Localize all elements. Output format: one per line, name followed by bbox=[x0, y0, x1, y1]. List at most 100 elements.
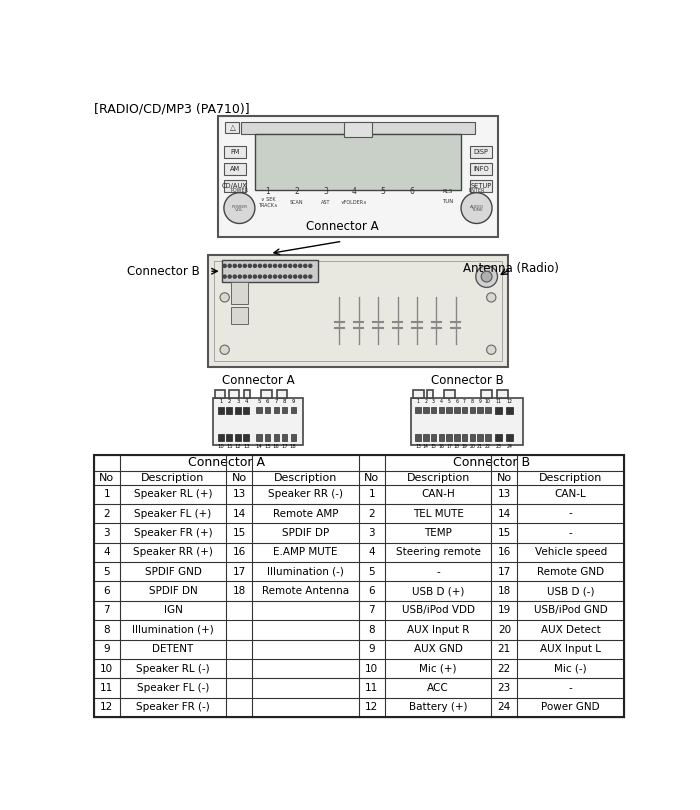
Text: 9: 9 bbox=[104, 644, 110, 654]
Text: No: No bbox=[232, 472, 247, 483]
Bar bbox=[215, 390, 225, 398]
Text: TEMP: TEMP bbox=[424, 528, 452, 538]
Bar bbox=[256, 407, 262, 413]
Text: 2: 2 bbox=[368, 509, 375, 518]
Text: POWER: POWER bbox=[231, 205, 248, 208]
Circle shape bbox=[258, 275, 262, 278]
Text: 12: 12 bbox=[100, 702, 113, 712]
Bar bbox=[218, 433, 224, 441]
Text: 16: 16 bbox=[232, 548, 246, 557]
Bar bbox=[423, 407, 428, 413]
Bar bbox=[256, 434, 262, 441]
Text: Description: Description bbox=[274, 472, 337, 483]
Text: 1: 1 bbox=[368, 489, 375, 499]
Text: 4: 4 bbox=[104, 548, 110, 557]
Text: 1: 1 bbox=[104, 489, 110, 499]
Text: 16: 16 bbox=[273, 444, 279, 449]
Bar bbox=[265, 434, 270, 441]
Text: -: - bbox=[436, 567, 440, 577]
Text: Connector A: Connector A bbox=[306, 220, 379, 233]
Circle shape bbox=[233, 264, 237, 267]
Bar bbox=[255, 134, 461, 190]
Text: 2: 2 bbox=[295, 187, 299, 196]
Bar bbox=[423, 434, 428, 441]
Circle shape bbox=[274, 264, 276, 267]
Bar bbox=[470, 407, 475, 413]
Circle shape bbox=[269, 275, 272, 278]
Text: USB D (-): USB D (-) bbox=[547, 586, 594, 596]
Bar bbox=[485, 407, 491, 413]
Text: 11: 11 bbox=[100, 683, 113, 693]
Bar bbox=[282, 407, 288, 413]
Bar bbox=[234, 407, 241, 414]
Circle shape bbox=[279, 264, 281, 267]
Bar bbox=[213, 398, 303, 446]
Text: Remote Antenna: Remote Antenna bbox=[262, 586, 349, 596]
Bar bbox=[444, 390, 455, 398]
Text: 23: 23 bbox=[496, 444, 502, 449]
Text: DISP: DISP bbox=[474, 149, 489, 155]
Bar bbox=[470, 180, 492, 192]
Text: 13: 13 bbox=[498, 489, 511, 499]
Text: 14: 14 bbox=[256, 444, 262, 449]
Text: Description: Description bbox=[539, 472, 602, 483]
Circle shape bbox=[233, 275, 237, 278]
Bar bbox=[413, 390, 424, 398]
Text: 12: 12 bbox=[507, 399, 512, 404]
Circle shape bbox=[461, 193, 492, 224]
Text: 3: 3 bbox=[432, 399, 435, 404]
Text: FM: FM bbox=[230, 149, 239, 155]
Text: 4: 4 bbox=[245, 399, 248, 404]
Text: 2: 2 bbox=[104, 509, 110, 518]
Bar bbox=[274, 407, 279, 413]
Text: 22: 22 bbox=[485, 444, 491, 449]
Text: ACC: ACC bbox=[427, 683, 449, 693]
Text: 19: 19 bbox=[461, 444, 468, 449]
Text: Illumination (+): Illumination (+) bbox=[132, 625, 214, 635]
Text: 3: 3 bbox=[236, 399, 239, 404]
Text: SCAN: SCAN bbox=[290, 200, 304, 205]
Text: 4: 4 bbox=[440, 399, 442, 404]
Bar bbox=[477, 407, 483, 413]
Text: 18: 18 bbox=[232, 586, 246, 596]
Circle shape bbox=[248, 264, 251, 267]
Circle shape bbox=[220, 345, 230, 355]
Text: AUX Detect: AUX Detect bbox=[541, 625, 601, 635]
Text: 1: 1 bbox=[219, 399, 223, 404]
Text: 9: 9 bbox=[368, 644, 375, 654]
Text: SETUP: SETUP bbox=[470, 183, 492, 189]
Bar bbox=[224, 180, 246, 192]
Circle shape bbox=[290, 348, 296, 355]
Text: 8: 8 bbox=[368, 625, 375, 635]
Circle shape bbox=[309, 264, 312, 267]
Bar bbox=[218, 407, 224, 414]
Bar bbox=[454, 434, 459, 441]
Circle shape bbox=[253, 275, 256, 278]
Bar bbox=[218, 116, 498, 237]
Text: Speaker FR (+): Speaker FR (+) bbox=[134, 528, 212, 538]
Text: ∨ SEK
TRACK∧: ∨ SEK TRACK∧ bbox=[258, 198, 278, 208]
Bar bbox=[244, 390, 251, 398]
Text: 13: 13 bbox=[415, 444, 421, 449]
Circle shape bbox=[223, 264, 226, 267]
Bar bbox=[276, 390, 288, 398]
Bar bbox=[506, 407, 513, 414]
Bar bbox=[244, 433, 249, 441]
Text: 8: 8 bbox=[104, 625, 110, 635]
Text: 11: 11 bbox=[365, 683, 379, 693]
Bar bbox=[427, 390, 433, 398]
Text: Vehicle speed: Vehicle speed bbox=[535, 548, 607, 557]
Text: Connector A: Connector A bbox=[222, 374, 294, 387]
Text: 4: 4 bbox=[351, 187, 356, 196]
Text: 5: 5 bbox=[447, 399, 451, 404]
Text: 5: 5 bbox=[368, 567, 375, 577]
Text: 1: 1 bbox=[266, 187, 270, 196]
Text: 6: 6 bbox=[409, 187, 414, 196]
Bar bbox=[477, 434, 483, 441]
Circle shape bbox=[274, 275, 276, 278]
Text: Description: Description bbox=[141, 472, 204, 483]
Bar bbox=[485, 434, 491, 441]
Bar bbox=[454, 407, 459, 413]
Circle shape bbox=[220, 292, 230, 302]
Bar bbox=[224, 146, 246, 158]
